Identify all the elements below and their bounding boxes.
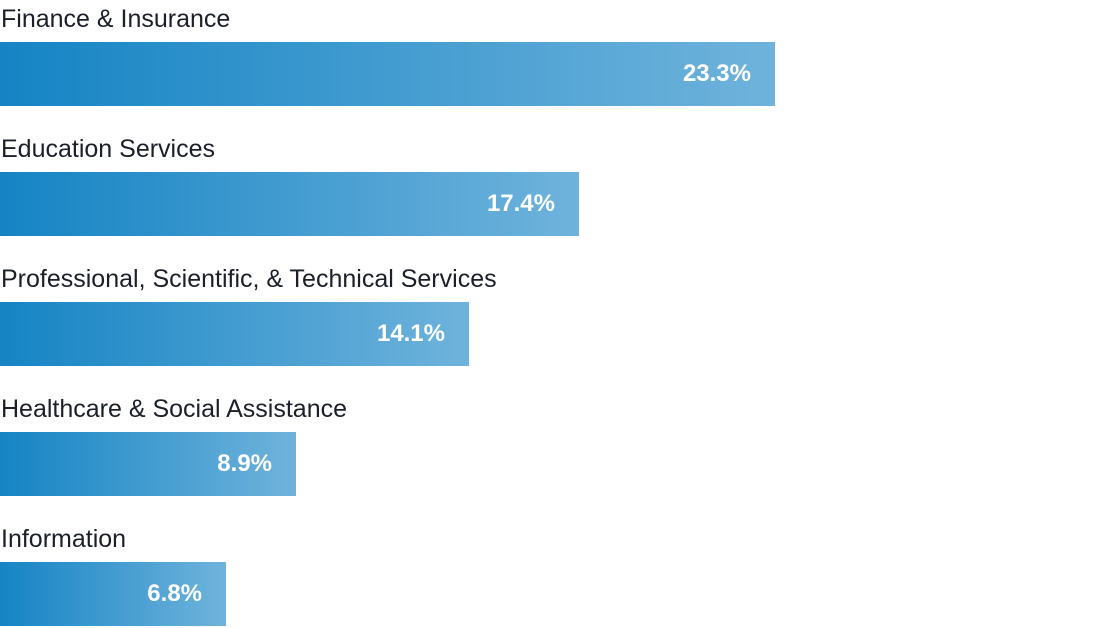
bar: 17.4%: [0, 172, 579, 236]
value-label: 6.8%: [147, 580, 202, 607]
value-label: 17.4%: [486, 190, 555, 217]
value-label: 8.9%: [217, 450, 272, 477]
category-label: Finance & Insurance: [1, 5, 231, 33]
bar: 23.3%: [0, 42, 775, 106]
bar: 14.1%: [0, 302, 469, 366]
category-label: Professional, Scientific, & Technical Se…: [1, 265, 497, 293]
bar: 8.9%: [0, 432, 296, 496]
bar-row: Professional, Scientific, & Technical Se…: [0, 260, 1104, 368]
category-label: Healthcare & Social Assistance: [1, 395, 348, 423]
value-label: 23.3%: [682, 60, 751, 87]
bar-row: Education Services 17.4%: [0, 130, 1104, 238]
category-label: Education Services: [1, 135, 216, 163]
bar-row: Information 6.8%: [0, 520, 1104, 628]
bar-row: Finance & Insurance 23.3%: [0, 0, 1104, 108]
category-label: Information: [1, 525, 127, 553]
bar-row: Healthcare & Social Assistance 8.9%: [0, 390, 1104, 498]
value-label: 14.1%: [376, 320, 445, 347]
bar: 6.8%: [0, 562, 226, 626]
